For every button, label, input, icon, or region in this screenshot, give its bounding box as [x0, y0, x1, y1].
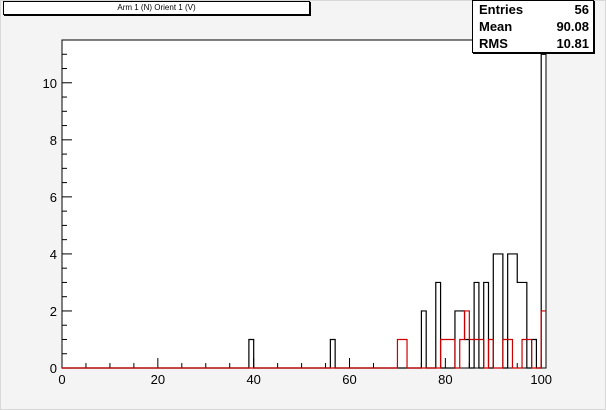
series-layer: [62, 53, 546, 369]
y-tick-label: 10: [43, 76, 57, 91]
stat-row-entries: Entries 56: [479, 1, 589, 18]
histogram-title: Arm 1 (N) Orient 1 (V): [3, 1, 310, 15]
x-tick-label: 80: [438, 372, 452, 387]
x-tick-label: 60: [342, 372, 356, 387]
plot-frame: [61, 39, 547, 369]
x-tick-label: 100: [530, 372, 552, 387]
stat-label-entries: Entries: [479, 2, 524, 17]
y-tick-label: 2: [50, 304, 57, 319]
stat-value-entries: 56: [574, 2, 589, 17]
stat-value-mean: 90.08: [556, 19, 589, 34]
stat-label-mean: Mean: [479, 19, 513, 34]
stats-box: Entries 56 Mean 90.08 RMS 10.81: [472, 0, 594, 53]
histogram-series-1: [62, 310, 546, 369]
y-tick-label: 4: [50, 247, 57, 262]
stat-row-mean: Mean 90.08: [479, 18, 589, 35]
y-tick-label: 8: [50, 133, 57, 148]
y-tick-label: 0: [50, 361, 57, 376]
x-tick-label: 0: [58, 372, 65, 387]
stat-value-rms: 10.81: [556, 36, 589, 51]
x-tick-label: 20: [151, 372, 165, 387]
stat-row-rms: RMS 10.81: [479, 35, 589, 52]
histogram-series-0: [62, 53, 546, 369]
y-tick-label: 6: [50, 190, 57, 205]
x-tick-label: 40: [246, 372, 260, 387]
stat-label-rms: RMS: [479, 36, 508, 51]
